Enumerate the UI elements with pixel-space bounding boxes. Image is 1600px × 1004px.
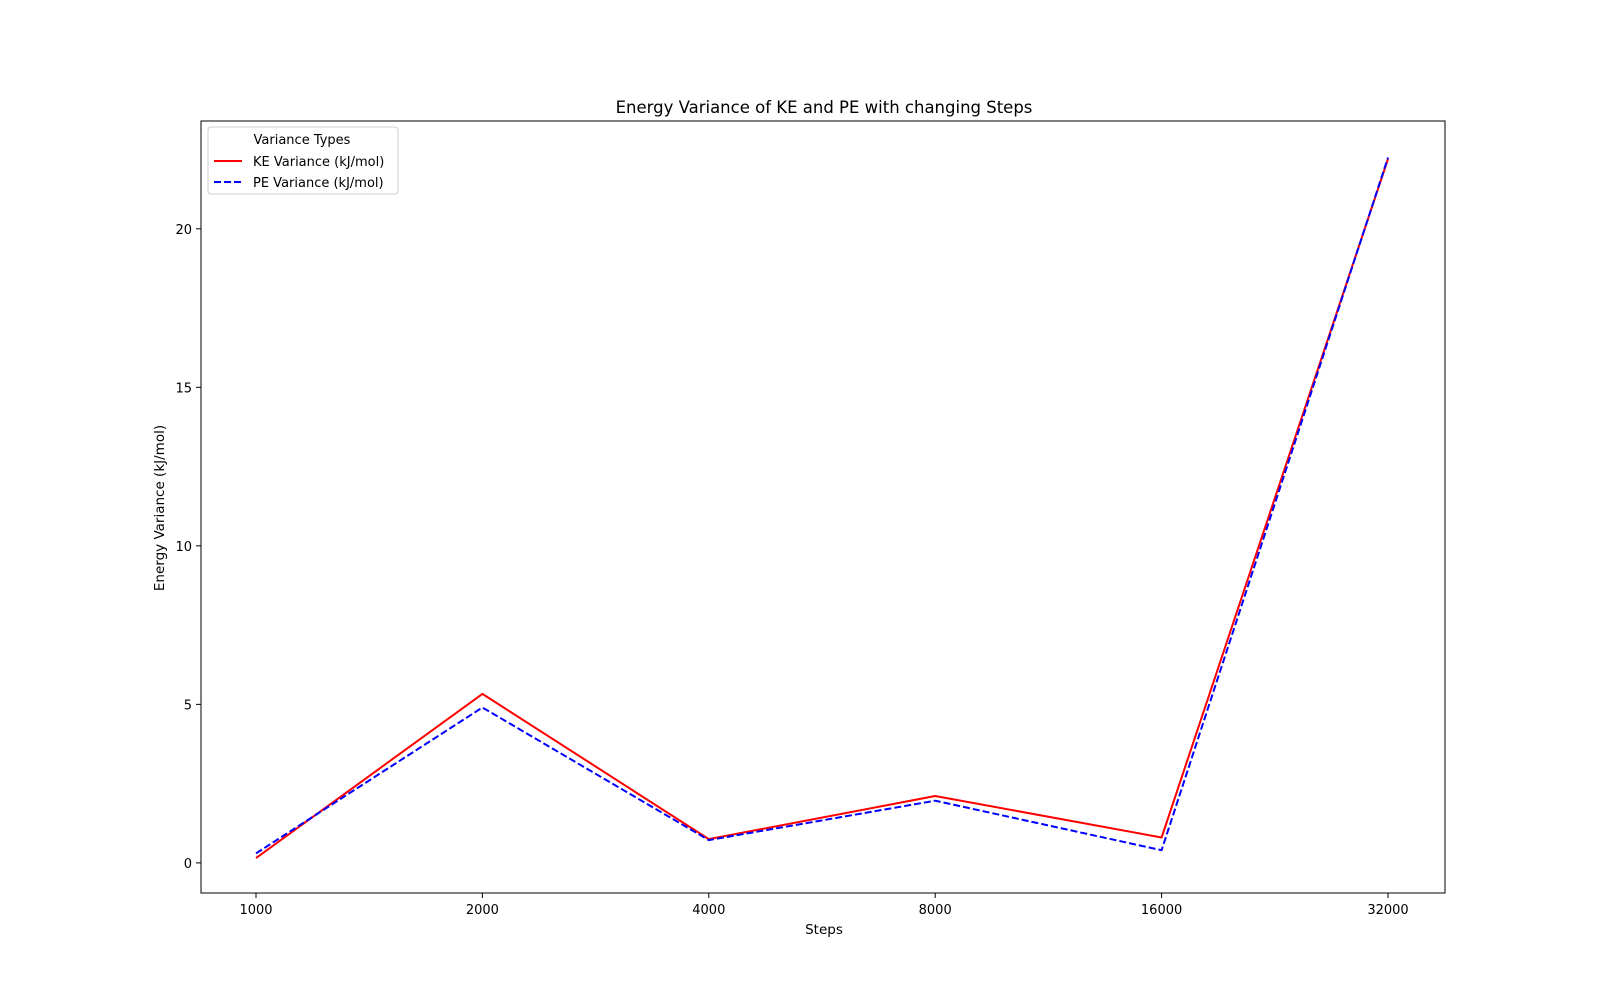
x-tick-label: 1000 bbox=[239, 903, 272, 918]
x-tick-label: 16000 bbox=[1141, 903, 1182, 918]
y-tick-label: 20 bbox=[175, 223, 192, 238]
x-tick-label: 8000 bbox=[919, 903, 952, 918]
legend-label: PE Variance (kJ/mol) bbox=[253, 176, 384, 191]
chart-title: Energy Variance of KE and PE with changi… bbox=[616, 98, 1033, 117]
legend: Variance Types KE Variance (kJ/mol) PE Var… bbox=[207, 126, 399, 195]
legend-title: Variance Types bbox=[254, 133, 351, 148]
x-tick-label: 2000 bbox=[466, 903, 499, 918]
y-tick-label: 10 bbox=[175, 540, 192, 555]
y-tick-label: 0 bbox=[184, 857, 192, 872]
y-tick-label: 15 bbox=[175, 381, 192, 396]
y-axis-label: Energy Variance (kJ/mol) bbox=[152, 425, 168, 591]
x-tick-label: 32000 bbox=[1367, 903, 1408, 918]
x-tick-label: 4000 bbox=[692, 903, 725, 918]
x-axis-label: Steps bbox=[805, 922, 843, 938]
legend-box bbox=[207, 126, 399, 195]
y-tick-label: 5 bbox=[184, 698, 192, 713]
axes-frame bbox=[200, 120, 1446, 894]
legend-label: KE Variance (kJ/mol) bbox=[253, 155, 384, 170]
series-line-ke bbox=[255, 158, 1389, 859]
plot-area: 1000 2000 4000 8000 16000 32000 0 5 10 15 20 Varian… bbox=[175, 120, 1446, 918]
series-line-pe bbox=[255, 157, 1389, 855]
